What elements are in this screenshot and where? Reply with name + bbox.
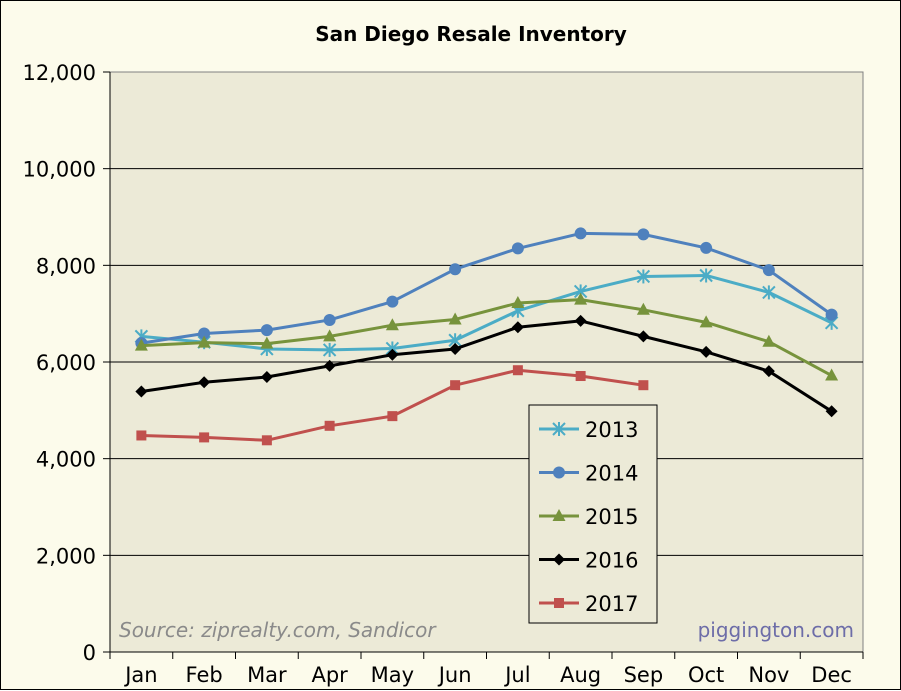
legend-marker — [552, 422, 566, 436]
data-point-2014 — [762, 264, 775, 277]
y-tick-label: 6,000 — [36, 351, 96, 375]
data-point-2016 — [637, 330, 650, 343]
data-point-2014 — [574, 227, 587, 240]
data-point-2015 — [134, 338, 148, 351]
data-point-2015 — [574, 292, 588, 305]
legend-item-2013: 2013 — [539, 418, 638, 442]
data-point-2015 — [762, 334, 776, 347]
y-tick-label: 2,000 — [36, 544, 96, 568]
data-point-2015 — [825, 368, 839, 381]
axes: 0 2,000 4,000 6,000 8,000 10,000 12,000 Jan Feb M… — [23, 61, 864, 687]
data-point-2016 — [260, 370, 273, 383]
data-point-2014 — [825, 308, 838, 321]
x-tick-label: May — [371, 663, 414, 687]
data-point-2015 — [323, 329, 337, 342]
legend-item-2016: 2016 — [539, 549, 638, 573]
series-2016 — [135, 314, 838, 418]
series-line-2016 — [141, 319, 833, 413]
data-point-2015 — [511, 296, 525, 309]
y-tick-label: 4,000 — [36, 448, 96, 472]
legend-item-2015: 2015 — [539, 505, 638, 529]
x-tick-label: Jul — [503, 663, 530, 687]
data-point-2017 — [512, 365, 523, 376]
data-point-2017 — [324, 420, 335, 431]
data-point-2016 — [511, 321, 524, 334]
data-point-2016 — [762, 365, 775, 378]
series-line-2015 — [141, 298, 833, 377]
series-line-2013 — [141, 273, 833, 352]
data-point-2015 — [385, 318, 399, 331]
gridlines — [110, 168, 863, 556]
x-tick-label: Dec — [811, 663, 852, 687]
x-tick-label: Feb — [186, 663, 223, 687]
data-point-2014 — [449, 263, 462, 276]
chart-title: San Diego Resale Inventory — [315, 22, 627, 46]
data-point-2015 — [197, 335, 211, 348]
legend-label: 2016 — [585, 549, 638, 573]
x-tick-label: Aug — [560, 663, 601, 687]
x-tick-label: Jun — [437, 663, 472, 687]
data-point-2015 — [448, 312, 462, 325]
data-point-2016 — [449, 342, 462, 355]
legend: 2013 2014 2015 2016 2017 — [528, 404, 658, 624]
x-tick-label: Jan — [123, 663, 157, 687]
data-point-2016 — [135, 385, 148, 398]
y-tick-label: 10,000 — [23, 158, 96, 182]
x-tick-label: Sep — [624, 663, 664, 687]
data-point-2017 — [136, 430, 147, 441]
legend-marker — [552, 509, 566, 521]
data-point-2014 — [386, 295, 399, 308]
y-tick-label: 12,000 — [23, 61, 96, 85]
data-point-2017 — [261, 435, 272, 446]
y-tick-label: 0 — [83, 641, 96, 665]
data-point-2013 — [699, 268, 713, 283]
data-point-2014 — [700, 241, 713, 254]
data-point-2017 — [575, 371, 586, 382]
x-tick-label: Nov — [748, 663, 789, 687]
data-point-2016 — [323, 359, 336, 372]
data-point-2017 — [450, 380, 461, 391]
data-point-2014 — [323, 313, 336, 326]
data-point-2016 — [825, 405, 838, 418]
series-group — [134, 227, 839, 446]
legend-item-2017: 2017 — [539, 592, 638, 616]
data-point-2013 — [322, 342, 337, 357]
legend-marker — [554, 598, 564, 608]
legend-label: 2013 — [585, 418, 638, 442]
data-point-2014 — [260, 324, 273, 337]
y-tick-label: 8,000 — [36, 254, 96, 278]
x-tick-label: Mar — [247, 663, 287, 687]
series-line-2014 — [141, 231, 833, 345]
series-2017 — [136, 365, 649, 446]
legend-box — [528, 404, 658, 624]
legend-label: 2017 — [585, 592, 638, 616]
data-point-2015 — [260, 336, 274, 349]
source-annotation: Source: ziprealty.com, Sandicor — [119, 618, 437, 642]
legend-label: 2015 — [585, 505, 638, 529]
legend-item-2014: 2014 — [539, 462, 638, 486]
watermark-annotation: piggington.com — [698, 618, 854, 642]
data-point-2017 — [387, 411, 398, 422]
legend-label: 2014 — [585, 462, 638, 486]
data-point-2017 — [638, 380, 649, 391]
x-tick-label: Oct — [688, 663, 724, 687]
data-point-2016 — [574, 314, 587, 327]
data-point-2017 — [199, 432, 210, 443]
legend-marker — [553, 466, 565, 479]
data-point-2013 — [636, 269, 651, 284]
data-point-2015 — [699, 315, 713, 328]
x-tick-label: Apr — [311, 663, 348, 687]
data-point-2013 — [762, 285, 776, 300]
series-2014 — [135, 227, 838, 350]
series-2015 — [134, 292, 839, 381]
data-point-2014 — [511, 242, 524, 255]
legend-marker — [553, 553, 565, 566]
data-point-2016 — [386, 348, 399, 361]
data-point-2016 — [700, 345, 713, 358]
data-point-2015 — [636, 302, 650, 315]
data-point-2016 — [198, 376, 211, 389]
data-point-2014 — [637, 228, 650, 241]
